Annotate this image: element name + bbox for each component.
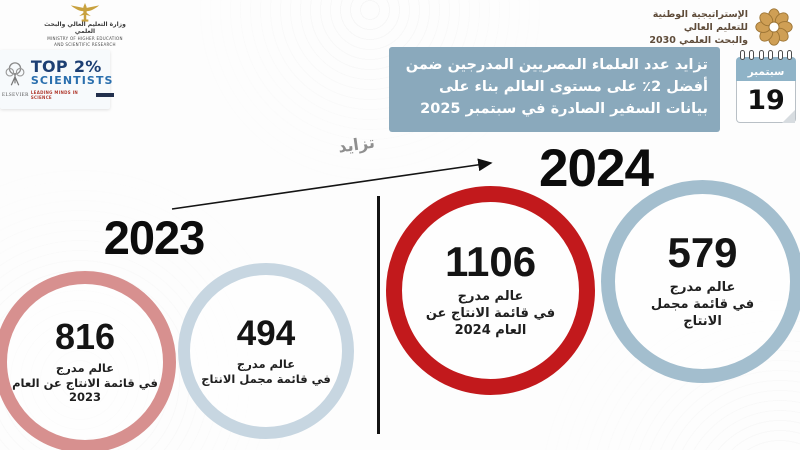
stat-value-816: 816 bbox=[54, 315, 116, 357]
stat-circle-2023-total: 494 عالم مدرج في قائمة مجمل الانتاج bbox=[178, 263, 354, 439]
top2-scientists-badge: ELSEVIER TOP 2% SCIENTISTS LEADING MINDS… bbox=[0, 50, 114, 109]
year-2024-heading: 2024 bbox=[539, 139, 654, 198]
strategy-flower-icon bbox=[754, 6, 794, 48]
stat-label-816-line2: في قائمة الانتاج عن العام bbox=[12, 375, 158, 390]
stat-value-1106: 1106 bbox=[444, 238, 537, 286]
stat-circle-2024-total: 579 عالم مدرج في قائمة مجمل الانتاج bbox=[601, 180, 800, 383]
year-divider-line bbox=[377, 196, 380, 434]
eagle-emblem-icon bbox=[42, 2, 128, 22]
elsevier-wordmark: ELSEVIER bbox=[2, 93, 29, 98]
calendar-icon: سبتمبر 19 bbox=[736, 50, 796, 128]
stat-label-579-line2: في قائمة مجمل bbox=[650, 297, 755, 313]
strategy-line1: الإستراتيجية الوطنية bbox=[652, 9, 748, 20]
calendar-spiral-binding bbox=[740, 50, 792, 60]
elsevier-tree-icon bbox=[3, 62, 27, 93]
ministry-arabic-name: وزارة التعليم العالي والبحث العلمي bbox=[44, 21, 126, 35]
stat-label-1106-line1: عالم مدرج bbox=[457, 289, 524, 305]
trend-arrow-label: تزايد bbox=[336, 132, 376, 157]
stat-circle-2023-listed: 816 عالم مدرج في قائمة الانتاج عن العام … bbox=[0, 271, 176, 450]
strategy-line2: للتعليم العالي bbox=[683, 21, 748, 33]
stat-label-494-line2: في قائمة مجمل الانتاج bbox=[201, 371, 331, 386]
calendar-month: سبتمبر bbox=[736, 57, 796, 81]
stat-label-1106-line3: العام 2024 bbox=[454, 322, 527, 338]
stat-label-1106-line2: في قائمة الانتاج عن bbox=[425, 306, 556, 322]
headline-line1: تزايد عدد العلماء المصريين المدرجين ضمن bbox=[405, 57, 708, 73]
strategy-2030-logo: الإستراتيجية الوطنية للتعليم العالي والب… bbox=[649, 6, 794, 48]
headline-line3: بيانات السفير الصادرة في سبتمبر 2025 bbox=[420, 101, 708, 118]
calendar-page-curl bbox=[782, 110, 795, 123]
stat-value-494: 494 bbox=[236, 313, 296, 353]
stat-label-579-line1: عالم مدرج bbox=[669, 280, 736, 296]
strategy-line3: والبحث العلمي 2030 bbox=[649, 34, 748, 46]
headline-box: تزايد عدد العلماء المصريين المدرجين ضمن … bbox=[389, 47, 720, 132]
stat-label-579-line3: الانتاج bbox=[683, 313, 722, 329]
stat-circle-2024-listed: 1106 عالم مدرج في قائمة الانتاج عن العام… bbox=[386, 186, 595, 395]
stat-label-494-line1: عالم مدرج bbox=[236, 356, 296, 371]
stat-label-816-line3: 2023 bbox=[69, 390, 102, 405]
top2-tagline: LEADING MINDS IN SCIENCE bbox=[30, 89, 79, 100]
top2-subtitle: SCIENTISTS bbox=[30, 74, 114, 88]
top2-tagline-bar bbox=[95, 92, 114, 97]
ministry-english-name-line1: MINISTRY OF HIGHER EDUCATION bbox=[47, 36, 123, 42]
top2-title: TOP 2% bbox=[30, 57, 102, 77]
headline-line2: أفضل 2٪ على مستوى العالم بناء على bbox=[438, 79, 708, 96]
stat-value-579: 579 bbox=[667, 229, 738, 277]
stat-label-816-line1: عالم مدرج bbox=[55, 360, 115, 375]
ministry-logo: وزارة التعليم العالي والبحث العلمي MINIS… bbox=[42, 2, 128, 48]
ministry-english-name-line2: AND SCIENTIFIC RESEARCH bbox=[54, 42, 116, 48]
year-2023-heading: 2023 bbox=[103, 211, 206, 264]
